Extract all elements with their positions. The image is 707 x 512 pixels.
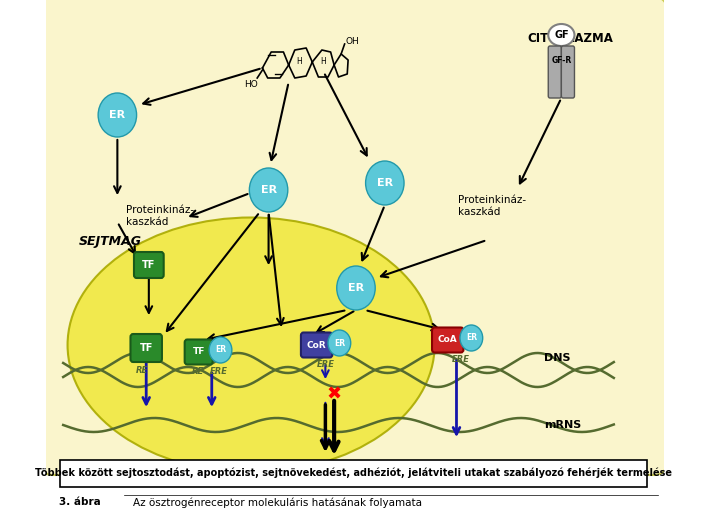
Text: RE: RE: [136, 366, 148, 375]
Text: H: H: [296, 57, 302, 67]
Text: ERE: ERE: [210, 367, 228, 376]
Text: DNS: DNS: [544, 353, 571, 363]
Text: mRNS: mRNS: [544, 420, 581, 430]
FancyBboxPatch shape: [432, 328, 464, 352]
Text: Proteinkináz-
kaszkád: Proteinkináz- kaszkád: [126, 205, 194, 227]
FancyBboxPatch shape: [548, 46, 561, 98]
Text: ER: ER: [377, 178, 393, 188]
FancyBboxPatch shape: [301, 332, 332, 357]
Circle shape: [328, 330, 351, 356]
Text: SEJTMAG: SEJTMAG: [79, 235, 142, 248]
Text: Proteinkináz-
kaszkád: Proteinkináz- kaszkád: [458, 195, 526, 217]
Text: TF: TF: [142, 260, 156, 270]
Text: ER: ER: [334, 338, 345, 348]
FancyBboxPatch shape: [185, 339, 213, 365]
Circle shape: [250, 168, 288, 212]
Text: ER: ER: [110, 110, 125, 120]
Text: ERE: ERE: [452, 355, 470, 364]
Ellipse shape: [548, 24, 575, 46]
Text: CoR: CoR: [307, 340, 327, 350]
Text: RE: RE: [192, 367, 204, 376]
Text: ER: ER: [260, 185, 276, 195]
Text: TF: TF: [192, 348, 205, 356]
Text: GF: GF: [554, 30, 568, 40]
Text: HO: HO: [244, 80, 258, 89]
Circle shape: [209, 337, 232, 363]
Text: Többek között sejtosztodást, apoptózist, sejtnövekedést, adhéziót, jelátviteli u: Többek között sejtosztodást, apoptózist,…: [35, 468, 672, 478]
Text: ER: ER: [215, 346, 226, 354]
FancyBboxPatch shape: [59, 460, 647, 487]
Circle shape: [98, 93, 136, 137]
Circle shape: [366, 161, 404, 205]
Text: CoA: CoA: [438, 335, 457, 345]
Ellipse shape: [68, 218, 435, 473]
Text: OH: OH: [346, 37, 359, 47]
FancyBboxPatch shape: [131, 334, 162, 362]
Text: ✖: ✖: [327, 386, 341, 404]
Circle shape: [460, 325, 483, 351]
Text: TF: TF: [139, 343, 153, 353]
Text: ER: ER: [348, 283, 364, 293]
FancyBboxPatch shape: [561, 46, 575, 98]
Text: H: H: [320, 57, 326, 67]
FancyBboxPatch shape: [134, 252, 164, 278]
Text: Az ösztrogénreceptor molekuláris hatásának folyamata: Az ösztrogénreceptor molekuláris hatásán…: [133, 497, 422, 507]
Text: ERE: ERE: [317, 360, 334, 369]
Circle shape: [337, 266, 375, 310]
Text: CITOPLAZMA: CITOPLAZMA: [527, 32, 613, 45]
Text: ER: ER: [466, 333, 477, 343]
Text: 3. ábra: 3. ábra: [59, 497, 100, 507]
Text: GF-R: GF-R: [551, 56, 571, 65]
FancyBboxPatch shape: [40, 0, 667, 475]
